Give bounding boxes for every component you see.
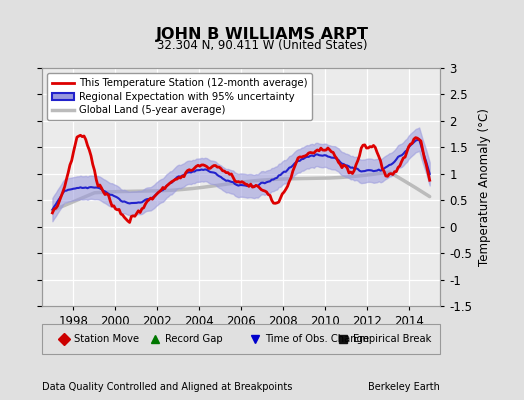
Text: Empirical Break: Empirical Break <box>353 334 431 344</box>
Legend: This Temperature Station (12-month average), Regional Expectation with 95% uncer: This Temperature Station (12-month avera… <box>47 73 312 120</box>
Text: Station Move: Station Move <box>74 334 139 344</box>
Text: JOHN B WILLIAMS ARPT: JOHN B WILLIAMS ARPT <box>156 27 368 42</box>
Y-axis label: Temperature Anomaly (°C): Temperature Anomaly (°C) <box>478 108 491 266</box>
Text: Time of Obs. Change: Time of Obs. Change <box>265 334 369 344</box>
Text: 32.304 N, 90.411 W (United States): 32.304 N, 90.411 W (United States) <box>157 39 367 52</box>
Text: Data Quality Controlled and Aligned at Breakpoints: Data Quality Controlled and Aligned at B… <box>42 382 292 392</box>
Text: Berkeley Earth: Berkeley Earth <box>368 382 440 392</box>
Text: Record Gap: Record Gap <box>166 334 223 344</box>
